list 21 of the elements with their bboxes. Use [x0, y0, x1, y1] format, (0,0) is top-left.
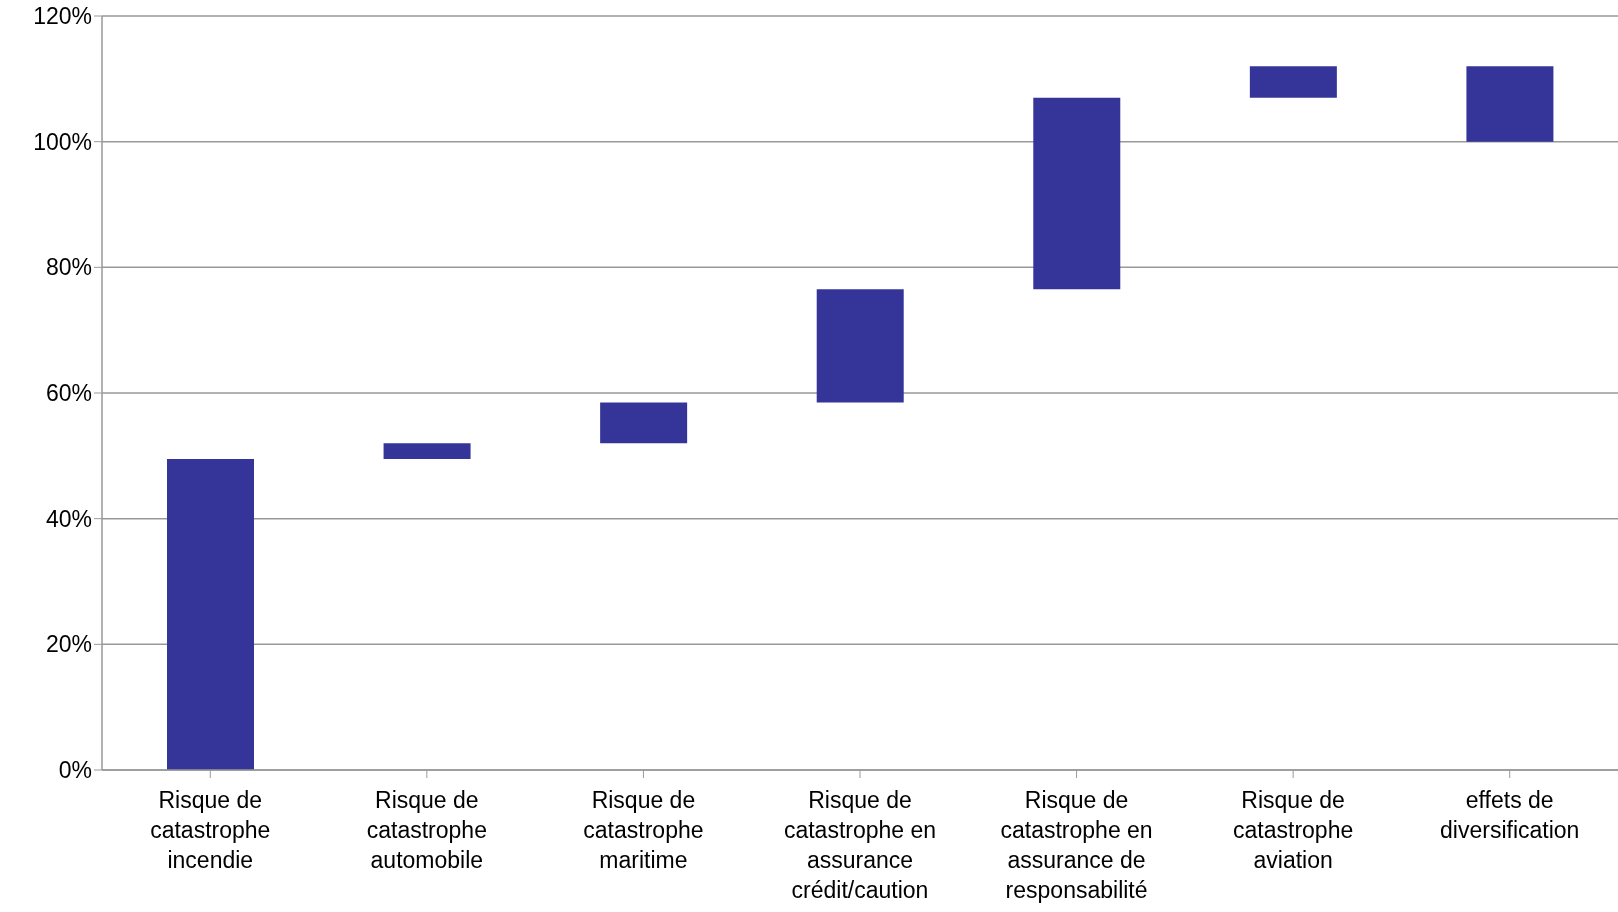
- bar: [600, 402, 688, 444]
- x-tick-label: Risque de catastrophe en assurance crédit/caution: [783, 787, 937, 903]
- y-tick-label: 40%: [45, 505, 92, 532]
- x-tick-label: Risque de catastrophe aviation: [1233, 787, 1354, 873]
- bar: [167, 458, 254, 770]
- x-tick-label: Risque de catastrophe automobile: [366, 787, 487, 873]
- bar: [816, 289, 904, 403]
- bar: [1249, 66, 1337, 98]
- bar: [1033, 97, 1121, 290]
- bar: [1466, 66, 1554, 142]
- y-tick-label: 120%: [33, 3, 92, 30]
- y-tick-label: 20%: [45, 631, 92, 658]
- x-tick-label: effets de diversification: [1440, 787, 1580, 843]
- y-tick-label: 60%: [45, 380, 92, 407]
- y-tick-label: 100%: [33, 128, 92, 155]
- y-tick-label: 0%: [58, 757, 92, 784]
- x-tick-label: Risque de catastrophe incendie: [150, 787, 271, 873]
- x-tick-label: Risque de catastrophe maritime: [583, 787, 704, 873]
- bar: [383, 443, 471, 459]
- y-tick-label: 80%: [45, 254, 92, 281]
- x-tick-label: Risque de catastrophe en assurance de responsabilité: [1000, 787, 1153, 903]
